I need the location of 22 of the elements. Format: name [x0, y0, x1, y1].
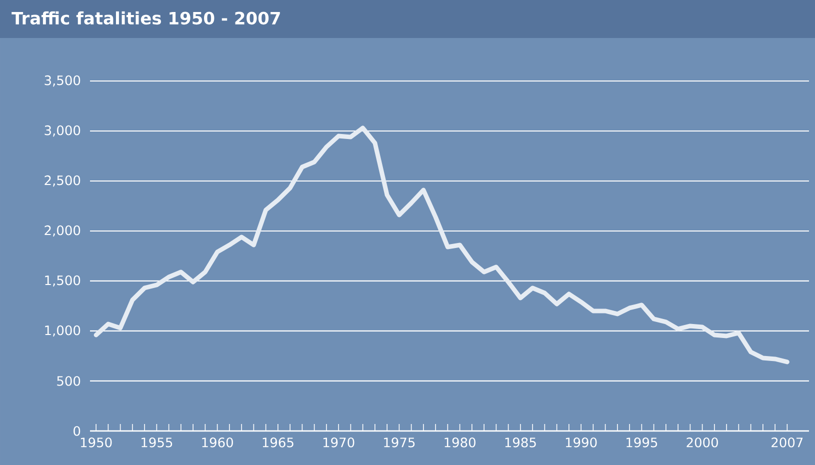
y-tick-label: 0: [74, 426, 80, 436]
y-tick-label: 3,000: [44, 125, 80, 137]
x-tick-label: 1995: [626, 438, 658, 448]
chart-title: Traffic fatalities 1950 - 2007: [12, 11, 280, 25]
x-tick-label: 1985: [505, 438, 536, 448]
x-tick-label: 1980: [444, 438, 476, 448]
x-tick-label: 1970: [323, 438, 354, 448]
y-tick-label: 3,500: [44, 75, 80, 87]
x-tick-label: 1990: [566, 438, 597, 448]
x-tick-label: 1960: [202, 438, 233, 448]
y-tick-label: 1,000: [45, 325, 80, 337]
y-tick-label: 500: [57, 376, 80, 386]
x-tick-label: 1965: [262, 438, 294, 448]
y-tick-label: 2,500: [44, 175, 80, 187]
x-tick-label: 1955: [142, 438, 172, 448]
x-tick-label: 2000: [686, 438, 718, 448]
x-tick-label: 1975: [384, 438, 415, 448]
x-tick-label: 2007: [772, 438, 803, 448]
y-tick-label: 2,000: [44, 225, 80, 237]
x-tick-label: 1950: [80, 438, 112, 448]
y-tick-label: 1,500: [45, 275, 80, 287]
line-series: [94, 126, 790, 364]
